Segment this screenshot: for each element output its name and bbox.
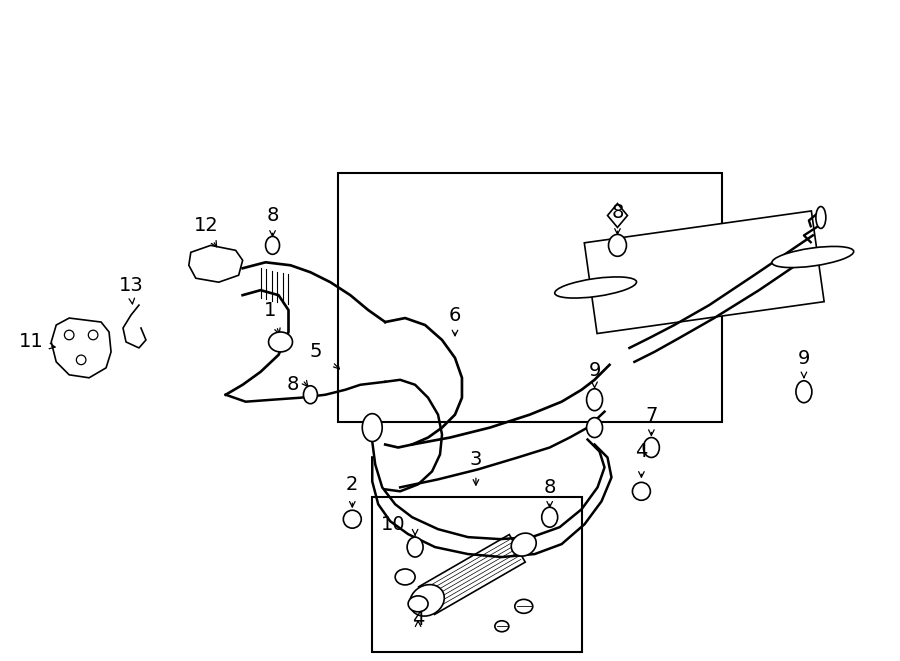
Text: 1: 1 (265, 301, 276, 320)
Ellipse shape (410, 584, 445, 616)
Ellipse shape (343, 510, 361, 528)
Ellipse shape (363, 414, 382, 442)
Ellipse shape (587, 418, 602, 438)
Text: 13: 13 (119, 276, 143, 295)
Ellipse shape (554, 277, 636, 298)
Text: 4: 4 (635, 442, 648, 461)
Ellipse shape (515, 600, 533, 613)
Polygon shape (584, 211, 824, 334)
Ellipse shape (633, 483, 651, 500)
Ellipse shape (495, 621, 508, 632)
Text: 8: 8 (611, 204, 624, 223)
Ellipse shape (796, 381, 812, 403)
Text: 8: 8 (544, 479, 556, 497)
Text: 8: 8 (266, 206, 279, 225)
Ellipse shape (511, 533, 536, 556)
Text: 9: 9 (797, 349, 810, 368)
Text: 11: 11 (19, 332, 43, 352)
Ellipse shape (408, 596, 428, 612)
Text: 10: 10 (381, 515, 405, 533)
Polygon shape (608, 204, 627, 227)
Text: 2: 2 (346, 475, 358, 494)
Ellipse shape (542, 507, 558, 527)
Ellipse shape (587, 389, 602, 410)
Circle shape (76, 355, 86, 365)
Ellipse shape (407, 537, 423, 557)
Polygon shape (418, 535, 526, 615)
Polygon shape (189, 245, 243, 282)
Ellipse shape (268, 332, 292, 352)
Ellipse shape (395, 569, 415, 585)
Bar (338, 173, 722, 422)
Circle shape (88, 330, 98, 340)
Text: 7: 7 (645, 406, 658, 424)
Text: 6: 6 (449, 306, 461, 325)
Text: 8: 8 (286, 375, 299, 394)
Text: 9: 9 (589, 361, 600, 380)
Bar (373, 497, 581, 652)
Ellipse shape (303, 386, 318, 404)
Ellipse shape (816, 206, 826, 229)
Ellipse shape (772, 247, 854, 268)
Text: 3: 3 (470, 450, 482, 469)
Ellipse shape (608, 235, 626, 256)
Polygon shape (51, 318, 111, 378)
Ellipse shape (266, 237, 280, 254)
Text: 4: 4 (412, 609, 424, 629)
Text: 12: 12 (194, 216, 218, 235)
Text: 5: 5 (310, 342, 322, 362)
Circle shape (65, 330, 74, 340)
Ellipse shape (644, 438, 660, 457)
